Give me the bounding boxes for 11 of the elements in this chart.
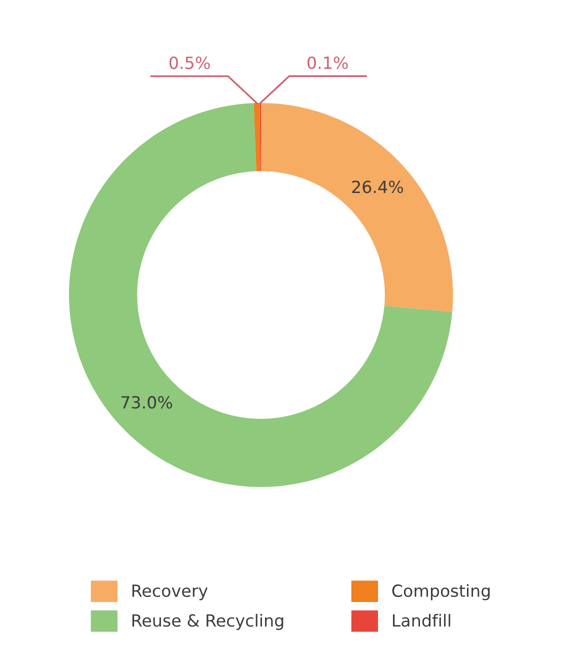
data-label: 0.5% bbox=[170, 56, 210, 70]
donut-slice bbox=[261, 103, 453, 312]
legend-label: Recovery bbox=[132, 584, 208, 600]
donut-slice bbox=[69, 103, 452, 487]
donut-slice bbox=[254, 103, 260, 172]
legend-label: Landfill bbox=[392, 614, 450, 627]
data-label: 73.0% bbox=[121, 396, 172, 409]
legend-label: Reuse & Recycling bbox=[132, 614, 284, 630]
data-label: 0.1% bbox=[308, 56, 348, 70]
legend-label: Composting bbox=[392, 584, 490, 600]
data-label: 26.4% bbox=[352, 180, 404, 194]
